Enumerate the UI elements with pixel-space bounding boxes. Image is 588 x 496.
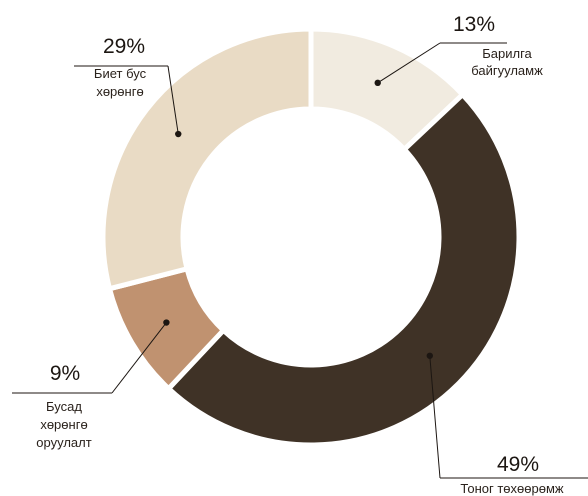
slice-3 [100, 26, 314, 292]
category-label-0-line-1: байгууламж [471, 63, 543, 78]
leader-line-1 [429, 355, 441, 479]
slices-layer [100, 26, 522, 448]
labels-layer: 13% Барилга байгууламж 49% Тоног төхөөрөмж 9%… [36, 13, 564, 496]
data-label-1: 49% [497, 453, 539, 476]
leaders-layer [12, 42, 588, 479]
leader-dot-0 [374, 79, 381, 87]
category-label-1-line-0: Тоног төхөөрөмж [460, 481, 563, 496]
category-label-2-line-1: хөрөнгө [40, 417, 87, 432]
leader-line-0 [377, 42, 441, 84]
leader-line-3 [167, 65, 179, 135]
data-label-3: 29% [103, 35, 145, 58]
data-label-2: 9% [50, 362, 80, 385]
category-label-3-line-1: хөрөнгө [96, 84, 143, 99]
category-label-3-line-0: Биет бус [94, 66, 147, 81]
leader-line-2 [111, 322, 167, 394]
leader-dot-1 [426, 352, 433, 359]
category-label-2-line-0: Бусад [46, 399, 82, 414]
category-label-2-line-2: оруулалт [36, 435, 91, 450]
category-label-0-line-0: Барилга [482, 46, 532, 61]
leader-dot-2 [163, 319, 170, 326]
leader-dot-3 [175, 130, 182, 138]
data-label-0: 13% [453, 13, 495, 36]
